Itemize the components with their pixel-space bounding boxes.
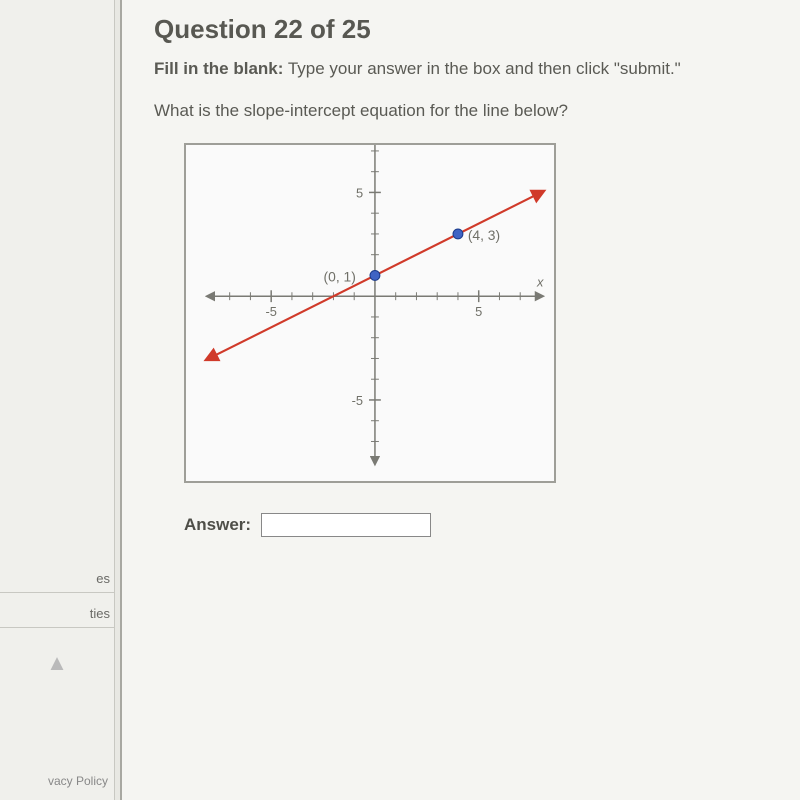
svg-text:(0, 1): (0, 1): [324, 268, 356, 284]
question-heading: Question 22 of 25: [154, 14, 776, 45]
svg-text:-5: -5: [352, 393, 363, 408]
answer-label: Answer:: [184, 515, 251, 535]
sidebar: es ties ▲ vacy Policy: [0, 0, 115, 800]
sidebar-item[interactable]: ties: [0, 600, 114, 628]
instruction-rest: Type your answer in the box and then cli…: [283, 59, 680, 78]
answer-row: Answer:: [184, 513, 776, 537]
privacy-link[interactable]: vacy Policy: [0, 774, 114, 788]
svg-text:(4, 3): (4, 3): [468, 227, 500, 243]
sidebar-item[interactable]: es: [0, 565, 114, 593]
svg-text:5: 5: [475, 304, 482, 319]
answer-input[interactable]: [261, 513, 431, 537]
up-arrow-icon[interactable]: ▲: [46, 650, 68, 676]
instruction-bold: Fill in the blank:: [154, 59, 283, 78]
svg-text:-5: -5: [265, 304, 276, 319]
question-prompt: What is the slope-intercept equation for…: [154, 101, 776, 121]
svg-text:5: 5: [356, 185, 363, 200]
svg-text:x: x: [536, 274, 544, 289]
coordinate-plane: yx-55-55(0, 1)(4, 3): [186, 145, 554, 481]
question-panel: Question 22 of 25 Fill in the blank: Typ…: [120, 0, 800, 800]
graph: yx-55-55(0, 1)(4, 3): [184, 143, 556, 483]
instruction-text: Fill in the blank: Type your answer in t…: [154, 59, 776, 79]
